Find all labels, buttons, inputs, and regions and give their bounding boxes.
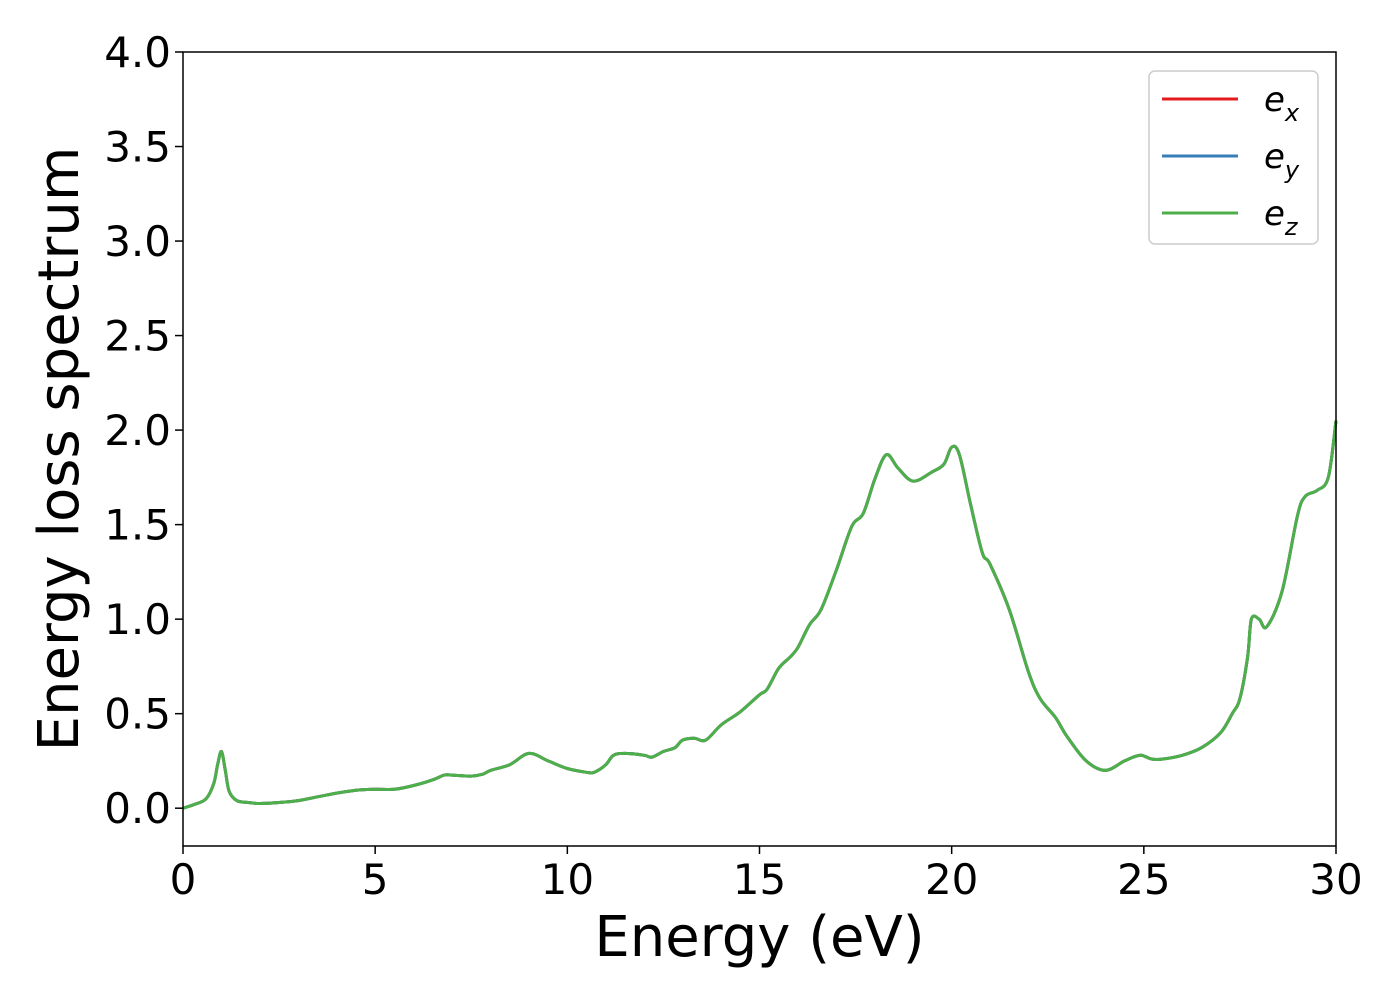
legend-label-ex: ex (1264, 80, 1300, 127)
x-tick-label: 5 (362, 855, 389, 904)
y-axis: 0.0 0.5 1.0 1.5 2.0 2.5 3.0 3.5 4.0 (104, 28, 183, 833)
x-tick-label: 0 (170, 855, 197, 904)
x-axis: 0 5 10 15 20 25 30 (170, 846, 1363, 904)
y-tick-label: 2.0 (104, 406, 171, 455)
legend-label-ez: ez (1264, 194, 1299, 241)
legend-label-ey: ey (1264, 137, 1300, 184)
legend-label-base: e (1264, 194, 1285, 234)
x-tick-label: 30 (1309, 855, 1362, 904)
y-tick-label: 0.0 (104, 784, 171, 833)
x-tick-label: 10 (541, 855, 594, 904)
y-tick-label: 4.0 (104, 28, 171, 77)
y-tick-label: 3.5 (104, 123, 171, 172)
y-axis-label: Energy loss spectrum (27, 147, 92, 752)
x-axis-label: Energy (eV) (594, 905, 924, 970)
y-tick-label: 3.0 (104, 217, 171, 266)
series-line-ey (182, 420, 1338, 810)
legend-label-subscript: x (1284, 99, 1300, 127)
y-tick-label: 1.5 (104, 501, 171, 550)
legend-label-subscript: y (1284, 156, 1300, 184)
y-tick-label: 0.5 (104, 690, 171, 739)
legend-label-base: e (1264, 137, 1285, 177)
series-line-ez (182, 420, 1338, 810)
legend-label-base: e (1264, 80, 1285, 120)
y-tick-label: 2.5 (104, 312, 171, 361)
series-line-ex (182, 420, 1338, 810)
x-tick-label: 25 (1117, 855, 1170, 904)
x-tick-label: 15 (733, 855, 786, 904)
y-tick-label: 1.0 (104, 595, 171, 644)
legend-label-subscript: z (1284, 213, 1299, 241)
series-lines (182, 420, 1338, 810)
x-tick-label: 20 (925, 855, 978, 904)
